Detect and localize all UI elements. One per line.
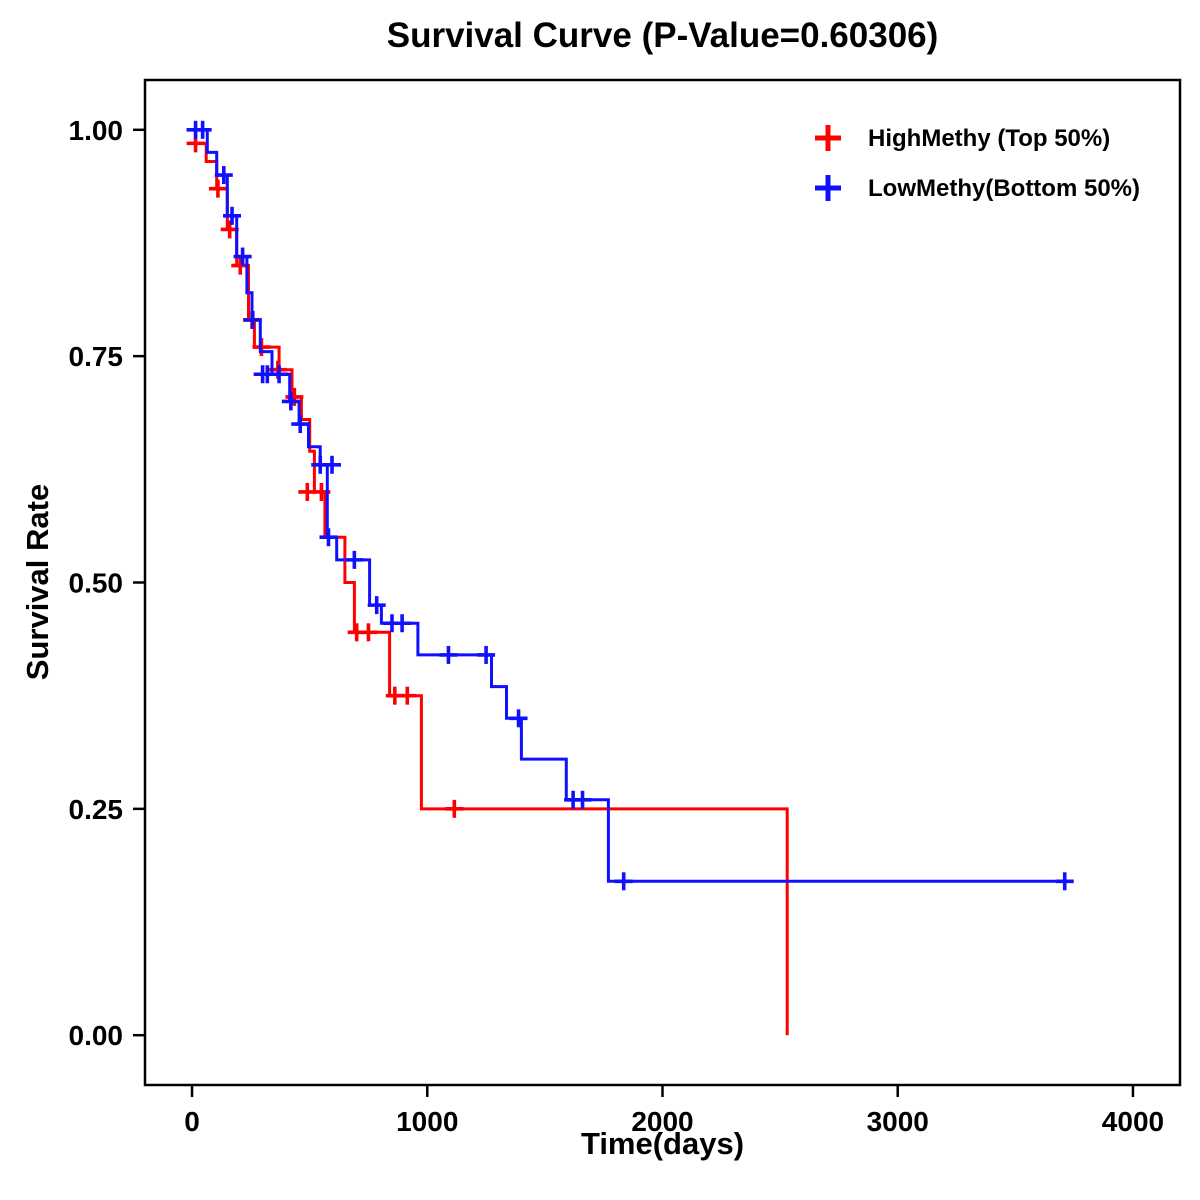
- series-lowmethy: [186, 120, 1074, 891]
- x-tick-label: 0: [184, 1106, 200, 1137]
- y-tick-label: 1.00: [69, 115, 124, 146]
- legend: HighMethy (Top 50%) LowMethy(Bottom 50%): [815, 125, 1140, 202]
- x-tick-label: 4000: [1102, 1106, 1164, 1137]
- plot-border: [143, 78, 1182, 1087]
- series-highmethy: [186, 134, 789, 1036]
- survival-curve-highmethy: [192, 141, 789, 1036]
- legend-label: LowMethy(Bottom 50%): [868, 175, 1140, 202]
- survival-curve-lowmethy: [192, 128, 1065, 883]
- x-tick-label: 1000: [396, 1106, 458, 1137]
- y-tick-label: 0.50: [69, 568, 124, 599]
- legend-label: HighMethy (Top 50%): [868, 125, 1110, 152]
- chart-title: Survival Curve (P-Value=0.60306): [386, 16, 939, 55]
- y-tick-label: 0.00: [69, 1020, 124, 1051]
- y-axis: 0.00 0.25 0.50 0.75 1.00: [69, 115, 145, 1051]
- x-axis: 0 1000 2000 3000 4000: [184, 1085, 1164, 1137]
- y-tick-label: 0.75: [69, 341, 124, 372]
- y-tick-label: 0.25: [69, 794, 124, 825]
- x-axis-label: Time(days): [580, 1126, 745, 1161]
- x-tick-label: 2000: [631, 1106, 693, 1137]
- x-tick-label: 3000: [867, 1106, 929, 1137]
